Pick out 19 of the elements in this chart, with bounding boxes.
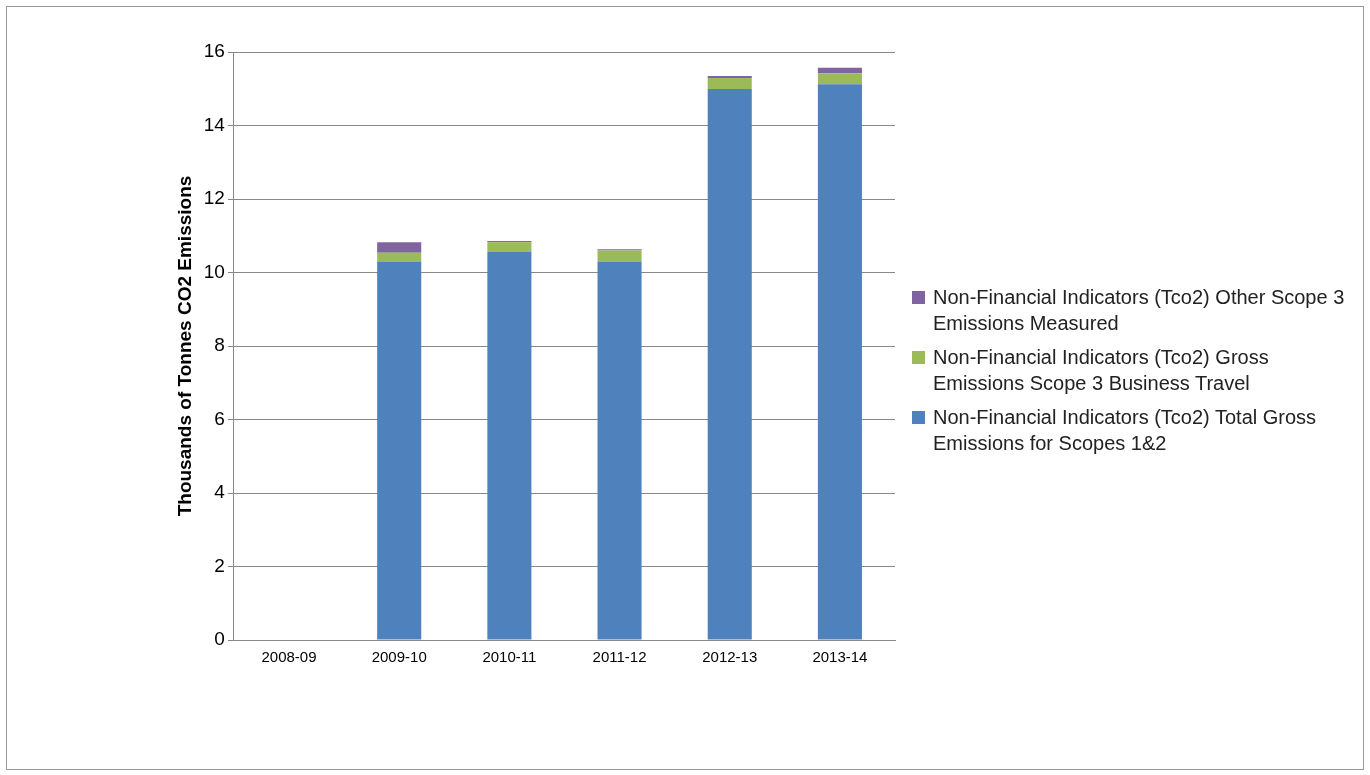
y-tick-label: 10 xyxy=(203,260,225,282)
y-tick-label: 2 xyxy=(214,554,225,576)
legend-label: Non-Financial Indicators (Tco2) Total Gross Emissions for Scopes 1&2 xyxy=(933,405,1318,456)
x-tick-label: 2012-13 xyxy=(702,648,758,666)
y-tick-label: 4 xyxy=(214,481,226,503)
y-tick-label: 14 xyxy=(203,113,226,135)
y-tick-label: 0 xyxy=(214,628,225,650)
y-tick-label: 12 xyxy=(203,187,225,209)
x-tick-label: 2010-11 xyxy=(482,648,537,666)
y-axis-title: Thousands of Tonnes CO2 Emissions xyxy=(173,175,195,517)
legend-label: Non-Financial Indicators (Tco2) Gross Emissions Scope 3 Business Travel xyxy=(933,345,1270,396)
y-tick-label: 6 xyxy=(214,407,225,429)
y-tick-label: 16 xyxy=(203,40,225,62)
y-tick-label: 8 xyxy=(214,334,225,356)
x-tick-label: 2011-12 xyxy=(592,648,647,666)
x-tick-label: 2013-14 xyxy=(812,648,868,666)
x-tick-label: 2009-10 xyxy=(371,648,427,666)
x-tick-label: 2008-09 xyxy=(261,648,317,666)
legend-label: Non-Financial Indicators (Tco2) Other Scope 3 Emissions Measured xyxy=(933,285,1346,336)
